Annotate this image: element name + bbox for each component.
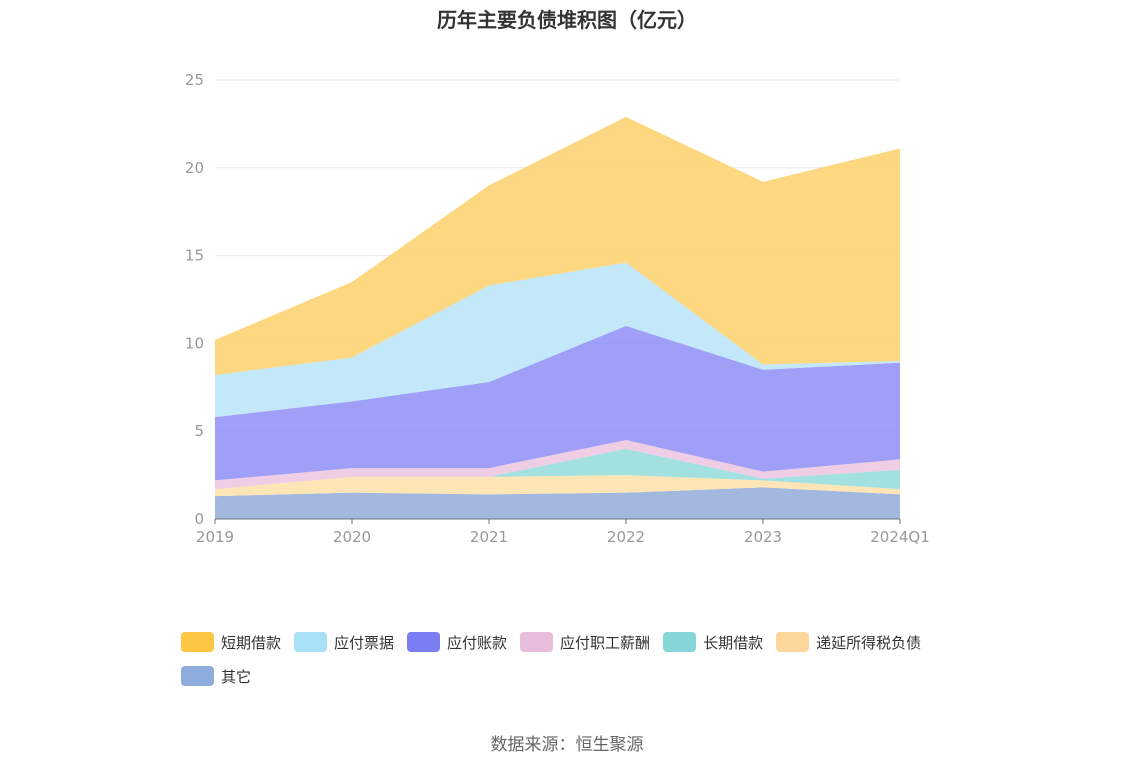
x-tick-label: 2023 (744, 528, 782, 546)
area-递延所得税负债 (215, 475, 900, 497)
legend-label: 长期借款 (703, 633, 764, 652)
legend-label: 其它 (221, 667, 252, 686)
stacked-area-chart: 0 5 10 15 20 25 2019 2020 2021 2022 2023 2024Q1 (185, 71, 930, 546)
legend-label: 递延所得税负债 (816, 633, 922, 652)
legend-swatch (776, 632, 810, 652)
axes: 0 5 10 15 20 25 2019 2020 2021 2022 2023 2024Q1 (185, 71, 930, 546)
x-tick-label: 2022 (607, 528, 645, 546)
area-应付账款 (215, 325, 900, 481)
area-其它 (215, 487, 900, 519)
legend-item[interactable]: 长期借款 (663, 630, 763, 654)
y-tick-label: 15 (185, 247, 204, 265)
legend-swatch (181, 666, 214, 686)
legend-swatch (520, 632, 554, 652)
legend-swatch (407, 632, 441, 652)
chart-legend: 短期借款 应付票据 应付账款 应付职工薪酬 长期借款 递延所得税负债其它 (181, 630, 981, 698)
legend-swatch (663, 632, 697, 652)
legend-item[interactable]: 应付职工薪酬 (520, 630, 650, 654)
legend-swatch (294, 632, 328, 652)
x-tick-label: 2024Q1 (870, 528, 930, 546)
x-tick-label: 2020 (333, 528, 371, 546)
area-应付票据 (215, 262, 900, 418)
area-长期借款 (215, 448, 900, 490)
legend-item[interactable]: 应付账款 (407, 630, 507, 654)
legend-item[interactable]: 递延所得税负债 (776, 630, 921, 654)
legend-item[interactable]: 短期借款 (181, 630, 281, 654)
x-tick-label: 2021 (470, 528, 508, 546)
legend-swatch (181, 632, 214, 652)
y-tick-label: 20 (185, 159, 204, 177)
legend-item[interactable]: 应付票据 (294, 630, 394, 654)
y-tick-label: 5 (194, 422, 204, 440)
x-tick-label: 2019 (196, 528, 234, 546)
legend-label: 应付票据 (334, 633, 395, 652)
y-tick-label: 25 (185, 71, 204, 89)
legend-item[interactable]: 其它 (181, 664, 251, 688)
y-tick-label: 0 (194, 510, 204, 528)
legend-label: 应付职工薪酬 (560, 633, 651, 652)
data-source: 数据来源：恒生聚源 (490, 735, 644, 755)
legend-label: 短期借款 (221, 633, 282, 652)
chart-title: 历年主要负债堆积图（亿元） (437, 8, 697, 32)
area-series (215, 116, 900, 519)
legend-label: 应付账款 (447, 633, 508, 652)
y-tick-label: 10 (185, 334, 204, 352)
area-短期借款 (215, 116, 900, 376)
